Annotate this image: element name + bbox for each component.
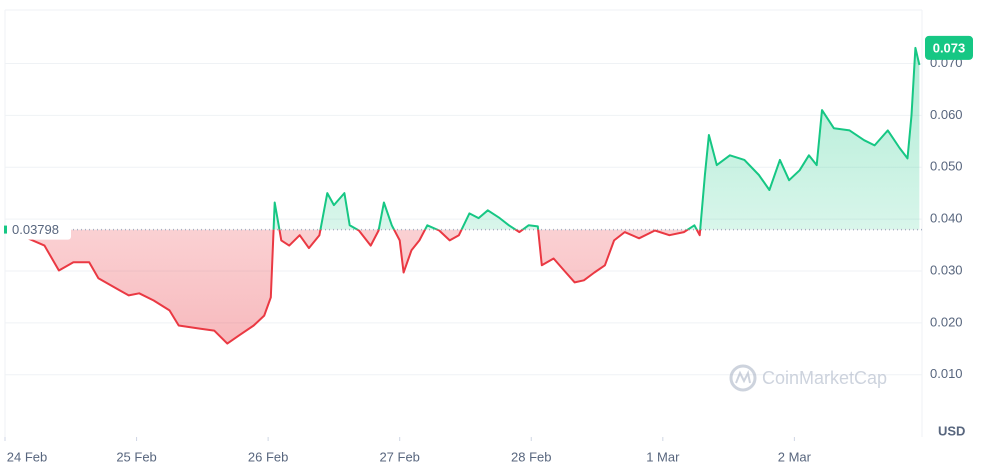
- watermark-logo: [729, 364, 757, 392]
- x-tick-label: 1 Mar: [646, 449, 680, 464]
- area-up: [5, 47, 920, 230]
- x-tick-label: 24 Feb: [7, 449, 47, 464]
- y-tick-label: 0.030: [930, 262, 963, 277]
- x-tick-label: 25 Feb: [116, 449, 156, 464]
- watermark-logo: [735, 369, 751, 384]
- current-price-label: 0.073: [933, 40, 966, 55]
- watermark-text: CoinMarketCap: [762, 368, 887, 388]
- current-price-badge: [925, 35, 973, 60]
- x-tick-label: 28 Feb: [511, 449, 551, 464]
- y-tick-label: 0.040: [930, 211, 963, 226]
- y-tick-label: 0.010: [930, 366, 963, 381]
- x-tick-label: 2 Mar: [778, 449, 812, 464]
- x-tick-label: 26 Feb: [248, 449, 288, 464]
- x-tick-label: 27 Feb: [379, 449, 419, 464]
- y-tick-label: 0.060: [930, 107, 963, 122]
- area-down: [7, 229, 701, 344]
- y-unit: USD: [938, 423, 965, 438]
- y-tick-label: 0.020: [930, 314, 963, 329]
- price-line-down: [5, 229, 702, 345]
- baseline-label-bg: [7, 219, 71, 240]
- baseline-label: 0.03798: [12, 222, 59, 237]
- watermark: CoinMarketCap: [729, 364, 887, 392]
- baseline-marker: [4, 225, 7, 234]
- price-line-up: [4, 46, 921, 230]
- y-tick-label: 0.050: [930, 159, 963, 174]
